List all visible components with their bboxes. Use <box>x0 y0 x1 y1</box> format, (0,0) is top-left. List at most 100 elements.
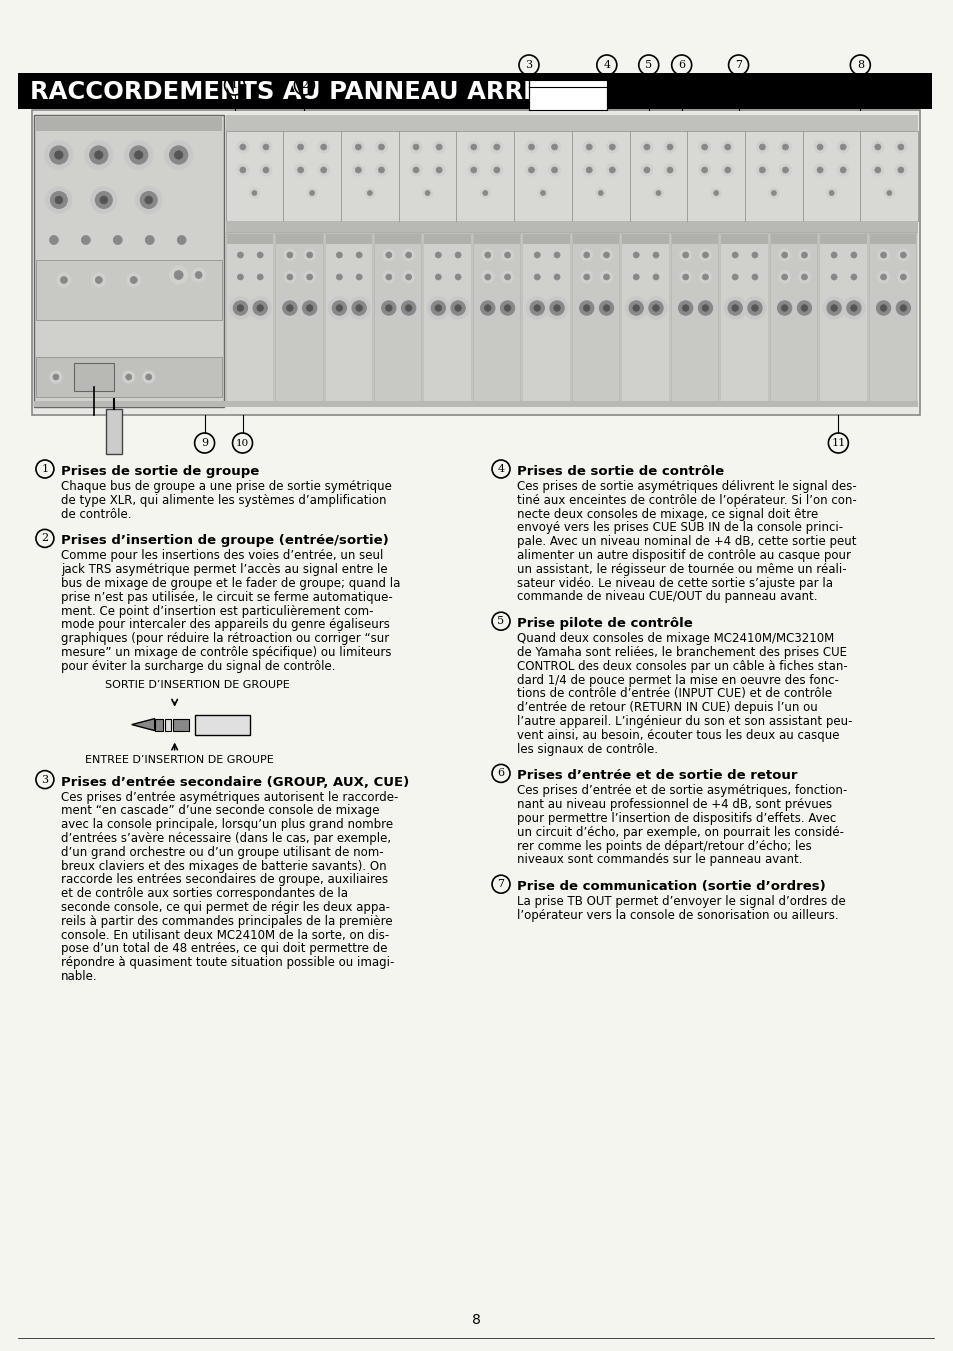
Circle shape <box>432 249 444 261</box>
Circle shape <box>364 188 375 199</box>
Text: commande de niveau CUE/OUT du panneau avant.: commande de niveau CUE/OUT du panneau av… <box>517 590 817 604</box>
Circle shape <box>871 141 882 153</box>
Bar <box>226 234 273 245</box>
Circle shape <box>700 145 707 150</box>
Circle shape <box>134 151 143 159</box>
Circle shape <box>336 274 342 280</box>
Circle shape <box>897 272 908 282</box>
Circle shape <box>643 145 649 150</box>
Circle shape <box>877 272 888 282</box>
Circle shape <box>682 274 688 280</box>
Text: répondre à quasiment toute situation possible ou imagi-: répondre à quasiment toute situation pos… <box>61 957 394 969</box>
Circle shape <box>609 168 615 173</box>
Circle shape <box>425 190 430 196</box>
Circle shape <box>431 301 445 315</box>
Circle shape <box>94 151 103 159</box>
Circle shape <box>751 305 758 311</box>
Circle shape <box>894 141 906 153</box>
Text: breux claviers et des mixages de batterie savants). On: breux claviers et des mixages de batteri… <box>61 859 386 873</box>
Circle shape <box>257 274 263 280</box>
Circle shape <box>813 163 825 176</box>
Circle shape <box>698 301 712 315</box>
Circle shape <box>355 274 362 280</box>
Bar <box>424 234 471 245</box>
Text: Ces prises de sortie asymétriques délivrent le signal des-: Ces prises de sortie asymétriques délivr… <box>517 480 856 493</box>
Circle shape <box>297 145 303 150</box>
Circle shape <box>237 305 243 311</box>
Text: d’entrée de retour (RETURN IN CUE) depuis l’un ou: d’entrée de retour (RETURN IN CUE) depui… <box>517 701 817 715</box>
Circle shape <box>307 188 316 199</box>
Circle shape <box>652 274 659 280</box>
Circle shape <box>781 274 787 280</box>
Circle shape <box>491 141 502 153</box>
Circle shape <box>666 168 672 173</box>
Circle shape <box>674 297 696 319</box>
Circle shape <box>501 272 513 282</box>
Circle shape <box>681 305 688 311</box>
Circle shape <box>585 168 592 173</box>
Circle shape <box>850 305 857 311</box>
Bar <box>523 234 569 245</box>
Circle shape <box>480 301 495 315</box>
Circle shape <box>355 145 361 150</box>
Circle shape <box>534 253 539 258</box>
Text: 5: 5 <box>497 616 504 627</box>
Circle shape <box>548 163 560 176</box>
Circle shape <box>278 297 300 319</box>
Text: ment “en cascade” d’une seconde console de mixage: ment “en cascade” d’une seconde console … <box>61 804 379 817</box>
Circle shape <box>382 249 395 261</box>
Circle shape <box>872 297 894 319</box>
Circle shape <box>402 249 415 261</box>
Circle shape <box>174 151 183 159</box>
Circle shape <box>236 163 249 176</box>
Circle shape <box>192 267 206 282</box>
Circle shape <box>249 297 271 319</box>
Text: rer comme les points de départ/retour d’écho; les: rer comme les points de départ/retour d’… <box>517 839 811 852</box>
Bar <box>165 719 171 731</box>
Circle shape <box>793 297 815 319</box>
Circle shape <box>500 301 515 315</box>
Circle shape <box>123 372 134 382</box>
Circle shape <box>694 297 716 319</box>
Circle shape <box>877 249 888 261</box>
Text: Ces prises d’entrée asymétriques autorisent le raccorde-: Ces prises d’entrée asymétriques autoris… <box>61 790 397 804</box>
Circle shape <box>447 297 469 319</box>
Circle shape <box>801 253 806 258</box>
Circle shape <box>352 141 364 153</box>
Bar <box>621 234 668 245</box>
Polygon shape <box>132 719 154 731</box>
Circle shape <box>50 235 58 245</box>
Circle shape <box>131 277 137 284</box>
Text: Prises d’insertion de groupe (entrée/sortie): Prises d’insertion de groupe (entrée/sor… <box>61 535 388 547</box>
Circle shape <box>599 272 612 282</box>
Bar <box>18 73 931 109</box>
Circle shape <box>435 253 441 258</box>
Circle shape <box>54 151 63 159</box>
Text: Quand deux consoles de mixage MC2410M/MC3210M: Quand deux consoles de mixage MC2410M/MC… <box>517 632 833 646</box>
Text: Prises d’entrée secondaire (GROUP, AUX, CUE): Prises d’entrée secondaire (GROUP, AUX, … <box>61 775 409 789</box>
Circle shape <box>405 274 411 280</box>
Circle shape <box>177 235 186 245</box>
Circle shape <box>467 163 479 176</box>
Circle shape <box>125 141 152 169</box>
Circle shape <box>336 253 342 258</box>
Circle shape <box>874 168 880 173</box>
Circle shape <box>756 163 767 176</box>
Text: de contrôle.: de contrôle. <box>61 508 132 520</box>
Circle shape <box>332 301 346 315</box>
Circle shape <box>476 297 498 319</box>
Circle shape <box>470 145 476 150</box>
Bar <box>172 719 189 731</box>
Circle shape <box>146 374 152 380</box>
Circle shape <box>630 272 641 282</box>
Circle shape <box>548 141 560 153</box>
Text: alimenter un autre dispositif de contrôle au casque pour: alimenter un autre dispositif de contrôl… <box>517 549 850 562</box>
Text: d’un grand orchestre ou d’un groupe utilisant de nom-: d’un grand orchestre ou d’un groupe util… <box>61 846 383 859</box>
Circle shape <box>837 141 848 153</box>
Circle shape <box>531 249 542 261</box>
Bar <box>571 232 619 405</box>
Circle shape <box>827 249 840 261</box>
Circle shape <box>603 253 609 258</box>
Circle shape <box>609 145 615 150</box>
Bar <box>34 401 917 407</box>
